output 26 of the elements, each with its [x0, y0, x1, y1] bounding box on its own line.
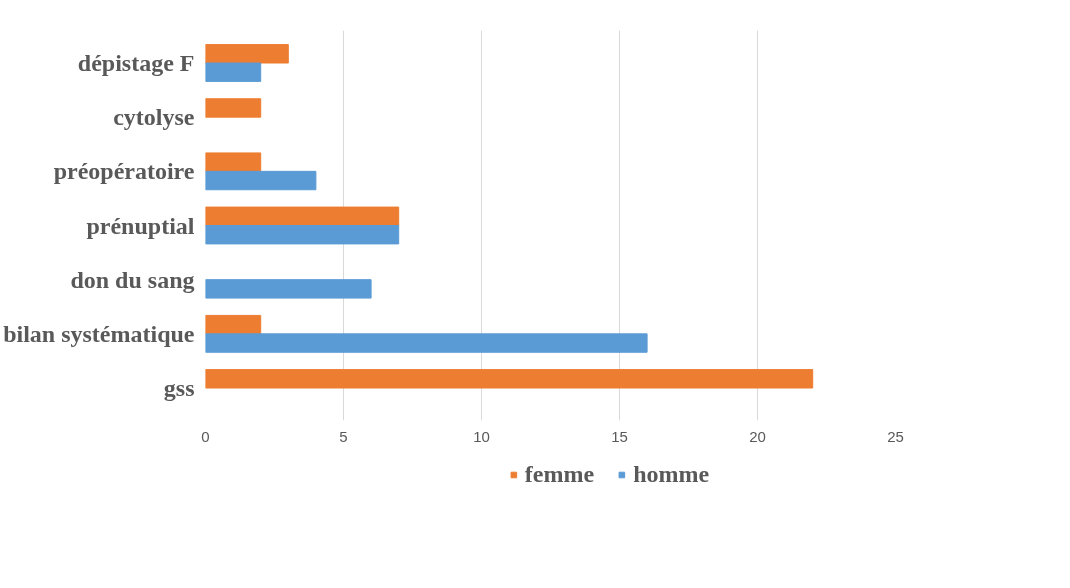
bar: [205, 369, 814, 389]
x-tick-label: 5: [339, 427, 348, 445]
y-tick-label: cytolyse: [113, 104, 195, 131]
bar: [205, 170, 317, 191]
y-tick-label: gss: [163, 375, 195, 401]
y-tick-label: don du sang: [70, 266, 195, 293]
y-tick-label: préopératoire: [53, 158, 195, 185]
x-tick-label: 15: [611, 427, 628, 445]
y-tick-label: prénuptial: [86, 212, 195, 239]
bar: [205, 333, 648, 353]
y-tick-label: dépistage F: [77, 50, 195, 76]
bar: [205, 44, 289, 64]
legend-label: femme: [524, 460, 595, 488]
x-tick-label: 20: [749, 427, 766, 445]
bar: [205, 279, 372, 299]
legend-label: homme: [633, 460, 710, 488]
bar: [205, 62, 262, 82]
x-tick-label: 25: [887, 427, 904, 445]
y-tick-label: bilan systématique: [3, 320, 195, 347]
bar: [205, 98, 262, 118]
bar: [205, 152, 262, 172]
x-tick-label: 10: [473, 427, 490, 445]
bar: [205, 225, 400, 245]
bar: [205, 206, 400, 226]
x-tick-label: 0: [201, 427, 210, 445]
bar: [205, 314, 262, 335]
